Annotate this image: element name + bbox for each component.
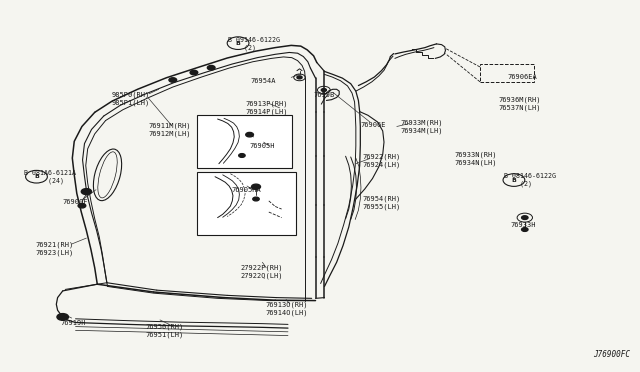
Text: 76913P(RH)
76914P(LH): 76913P(RH) 76914P(LH) <box>245 101 287 115</box>
Circle shape <box>81 189 92 195</box>
Circle shape <box>246 132 253 137</box>
Text: B 09146-6122G
    (2): B 09146-6122G (2) <box>228 37 280 51</box>
Text: 76905H: 76905H <box>250 143 275 149</box>
Text: 76900F: 76900F <box>63 199 88 205</box>
Text: 76911M(RH)
76912M(LH): 76911M(RH) 76912M(LH) <box>148 122 191 137</box>
Text: B: B <box>511 177 516 183</box>
Bar <box>480 64 534 82</box>
Text: 76933M(RH)
76934M(LH): 76933M(RH) 76934M(LH) <box>401 120 443 134</box>
Text: 76906EA: 76906EA <box>508 74 537 80</box>
Text: B: B <box>34 174 39 179</box>
Text: 76954A: 76954A <box>251 78 276 84</box>
Bar <box>197 115 292 168</box>
Text: 76936M(RH)
76537N(LH): 76936M(RH) 76537N(LH) <box>499 97 541 111</box>
Text: 7699B: 7699B <box>314 92 335 98</box>
Circle shape <box>57 314 68 320</box>
Text: 76922(RH)
76924(LH): 76922(RH) 76924(LH) <box>362 154 401 168</box>
Text: 76919H: 76919H <box>60 320 86 326</box>
Text: 76913O(RH)
76914O(LH): 76913O(RH) 76914O(LH) <box>266 302 308 316</box>
Circle shape <box>252 184 260 189</box>
Circle shape <box>321 89 326 92</box>
Circle shape <box>239 154 245 157</box>
Text: B: B <box>236 41 241 46</box>
Circle shape <box>190 70 198 75</box>
Text: 985P0(RH)
985P1(LH): 985P0(RH) 985P1(LH) <box>112 92 150 106</box>
Text: 27922P(RH)
27922Q(LH): 27922P(RH) 27922Q(LH) <box>241 264 283 279</box>
Circle shape <box>522 216 528 219</box>
Text: B 081A6-6121A
      (24): B 081A6-6121A (24) <box>24 170 76 184</box>
Text: 76933H: 76933H <box>511 222 536 228</box>
Circle shape <box>253 197 259 201</box>
Circle shape <box>207 65 215 70</box>
Circle shape <box>78 203 86 208</box>
Text: 76921(RH)
76923(LH): 76921(RH) 76923(LH) <box>36 242 74 256</box>
Bar <box>197 172 296 235</box>
Text: J76900FC: J76900FC <box>593 350 630 359</box>
Circle shape <box>522 228 528 231</box>
Text: 76954(RH)
76955(LH): 76954(RH) 76955(LH) <box>362 196 401 210</box>
Text: 76950(RH)
76951(LH): 76950(RH) 76951(LH) <box>146 323 184 337</box>
Text: 76905HA: 76905HA <box>232 187 261 193</box>
Text: 76906E: 76906E <box>361 122 387 128</box>
Circle shape <box>297 76 302 79</box>
Circle shape <box>169 78 177 82</box>
Text: 76933N(RH)
76934N(LH): 76933N(RH) 76934N(LH) <box>454 152 497 166</box>
Text: B 08146-6122G
    (2): B 08146-6122G (2) <box>504 173 556 187</box>
